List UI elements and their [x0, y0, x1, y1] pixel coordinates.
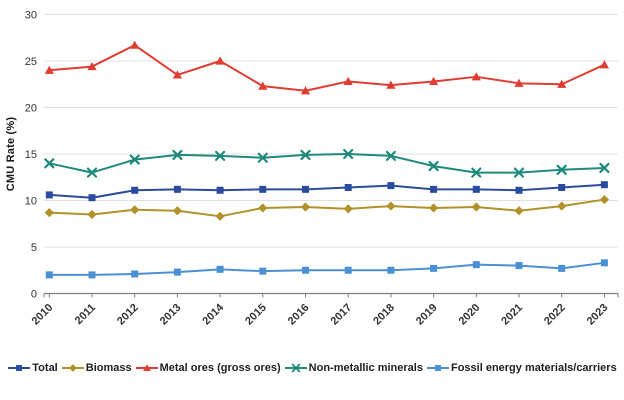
svg-text:2022: 2022 [542, 302, 568, 328]
non-metallic-minerals-legend-marker-icon [284, 363, 307, 373]
svg-text:2017: 2017 [329, 302, 355, 328]
svg-text:2015: 2015 [243, 302, 269, 328]
fossil-energy-materials-carriers-legend-marker-icon [426, 365, 449, 371]
x-axis [43, 292, 619, 298]
svg-text:25: 25 [25, 56, 37, 68]
svg-text:30: 30 [25, 10, 37, 22]
svg-text:0: 0 [31, 289, 37, 301]
legend-label: Metal ores (gross ores) [159, 362, 281, 374]
metal-ores-gross-ores-legend-marker-icon [135, 364, 158, 372]
svg-text:10: 10 [25, 196, 37, 208]
series-biomass [44, 194, 609, 221]
legend-label: Total [32, 362, 58, 374]
svg-text:2020: 2020 [457, 302, 483, 328]
y-tick-labels: 0 5 10 15 20 25 30 [25, 10, 37, 301]
svg-text:2013: 2013 [158, 302, 184, 328]
legend-item-metal-ores-gross-ores: Metal ores (gross ores) [135, 362, 281, 374]
legend-item-total: Total [7, 362, 58, 374]
legend-item-biomass: Biomass [61, 362, 132, 374]
legend-item-non-metallic-minerals: Non-metallic minerals [284, 362, 423, 374]
series-fossil-energy-materials-carriers [45, 259, 608, 279]
x-tick-labels: 2010 2011 2012 2013 2014 2015 2016 2017 2018 2019… [30, 301, 611, 327]
svg-text:2021: 2021 [499, 302, 525, 328]
svg-text:2018: 2018 [371, 302, 397, 328]
biomass-legend-marker-icon [61, 364, 84, 372]
svg-text:15: 15 [25, 149, 37, 161]
line-chart-canvas: 0 5 10 15 20 25 30 2010 2011 2012 2013 2014 2015 2016… [25, 10, 619, 327]
legend: Total Biomass Metal ores (gross ores) Non-m… [0, 362, 624, 374]
legend-label: Fossil energy materials/carriers [450, 362, 617, 374]
series-non-metallic-minerals [44, 148, 610, 178]
svg-text:2016: 2016 [286, 302, 312, 328]
legend-item-fossil-energy-materials-carriers: Fossil energy materials/carriers [426, 362, 617, 374]
y-axis-title: CMU Rate (%) [5, 116, 17, 192]
svg-text:2019: 2019 [414, 302, 440, 328]
total-legend-marker-icon [8, 365, 31, 371]
series-total [45, 181, 608, 202]
legend-label: Non-metallic minerals [308, 362, 423, 374]
svg-text:2011: 2011 [73, 302, 98, 327]
svg-text:2010: 2010 [30, 302, 56, 328]
svg-text:2014: 2014 [200, 301, 226, 327]
svg-text:2012: 2012 [115, 302, 141, 328]
gridlines [44, 14, 618, 248]
legend-label: Biomass [85, 362, 132, 374]
svg-text:2023: 2023 [585, 302, 611, 328]
svg-text:5: 5 [31, 242, 37, 254]
series-metal-ores-gross-ores [44, 40, 609, 95]
svg-text:20: 20 [25, 103, 37, 115]
